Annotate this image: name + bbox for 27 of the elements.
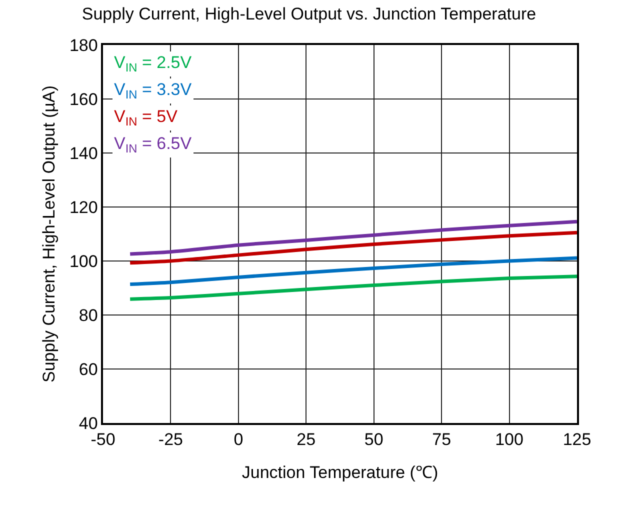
x-tick-label: 75	[432, 430, 452, 450]
text: V$_{IN}$ = 6.5V	[114, 134, 192, 156]
line-series	[128, 220, 577, 256]
x-tick-label: -25	[158, 430, 183, 450]
text: V$_{IN}$ = 2.5V	[114, 53, 192, 75]
x-tick-label: 0	[234, 430, 244, 450]
y-tick-label: 180	[69, 36, 98, 55]
y-axis-title: Supply Current, High-Level Output (µA)	[40, 85, 59, 383]
line-series	[128, 256, 577, 286]
y-tick-label: 140	[69, 144, 98, 163]
line-series	[128, 230, 577, 265]
chart-title: Supply Current, High-Level Output vs. Junction Temperature	[82, 4, 536, 24]
x-tick-label: 125	[562, 430, 592, 450]
y-tick-label: 120	[69, 198, 98, 217]
text: V$_{IN}$ = 3.3V	[114, 80, 192, 102]
y-tick-label: 80	[78, 306, 98, 325]
y-tick-label: 40	[78, 414, 98, 433]
y-tick-label: 160	[69, 90, 98, 109]
x-tick-label: 100	[495, 430, 524, 450]
x-tick-label: -50	[90, 430, 116, 450]
y-tick-label: 60	[78, 360, 98, 379]
x-tick-label: 50	[364, 430, 384, 450]
x-tick-label: 25	[296, 430, 316, 450]
x-axis-title: Junction Temperature (℃)	[242, 463, 438, 482]
text: V$_{IN}$ = 5V	[114, 107, 178, 129]
y-tick-label: 100	[69, 252, 98, 271]
line-series	[128, 274, 577, 301]
